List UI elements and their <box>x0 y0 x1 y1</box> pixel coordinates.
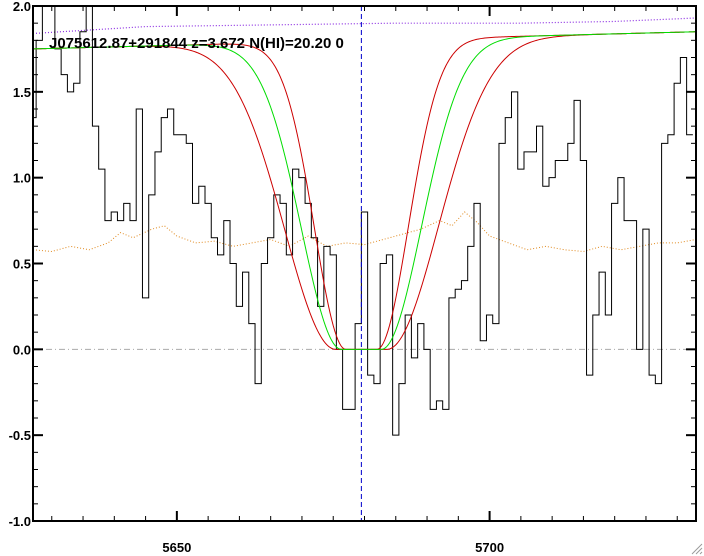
y-tick-label: -0.5 <box>9 428 31 443</box>
plot-title: J075612.87+291844 z=3.672 N(HI)=20.20 0 <box>49 35 344 52</box>
y-tick-label: 1.5 <box>13 85 31 100</box>
y-tick-label: -1.0 <box>9 514 31 529</box>
continuum-line <box>33 17 696 35</box>
y-tick-label: 0.0 <box>13 342 31 357</box>
model-upper-bound-line <box>33 31 696 350</box>
error-spectrum-line <box>33 211 696 252</box>
axes-layer: -1.0 -0.5 0.0 0.5 1.0 1.5 2.0 5650 5700 <box>9 0 697 555</box>
model-lower-bound-line <box>33 31 696 350</box>
y-tick-label: 1.0 <box>13 171 31 186</box>
x-tick-label: 5650 <box>162 540 191 555</box>
flux-spectrum-step <box>33 6 693 436</box>
resize-grip-icon[interactable] <box>689 541 703 555</box>
x-tick-label: 5700 <box>475 540 504 555</box>
data-layer <box>33 6 696 521</box>
model-best-fit-line <box>33 31 696 350</box>
y-tick-label: 0.5 <box>13 257 31 272</box>
plot-frame <box>32 5 697 522</box>
y-tick-label: 2.0 <box>13 0 31 14</box>
